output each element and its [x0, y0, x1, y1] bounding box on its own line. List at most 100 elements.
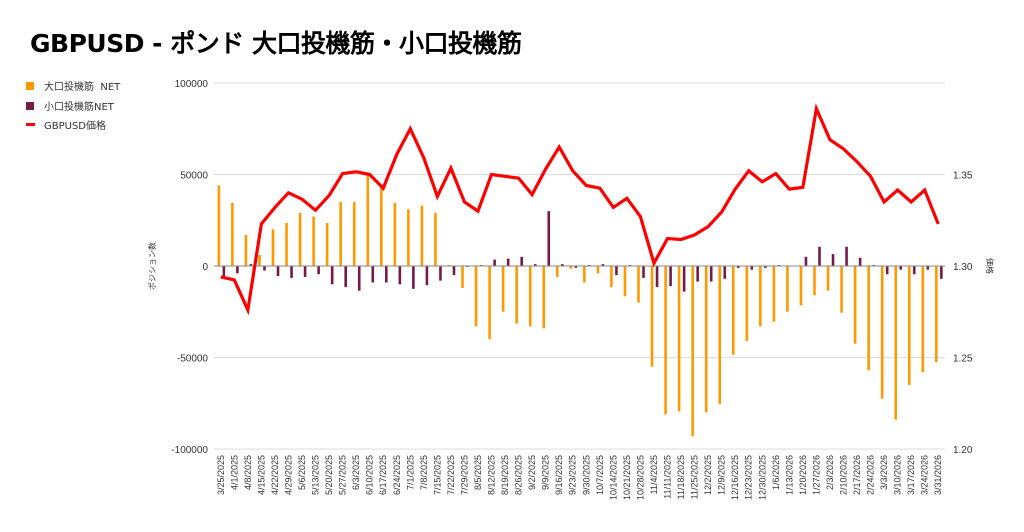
x-tick-label: 10/7/2025 [595, 455, 605, 495]
x-tick-label: 8/26/2025 [514, 455, 524, 495]
bar-large-spec [623, 266, 627, 297]
bar-small-spec [899, 266, 903, 270]
x-tick-label: 4/29/2025 [283, 455, 293, 495]
x-tick-label: 2/17/2026 [852, 455, 862, 495]
bar-small-spec [439, 266, 442, 281]
bar-small-spec [385, 266, 388, 283]
x-tick-label: 10/28/2025 [635, 455, 645, 500]
bar-small-spec [926, 266, 930, 270]
x-tick-label: 11/11/2025 [662, 455, 672, 499]
bar-small-spec [506, 258, 510, 266]
bar-small-spec [263, 266, 266, 271]
bar-large-spec [759, 266, 762, 327]
bar-large-spec [434, 212, 437, 266]
x-tick-label: 3/24/2026 [920, 455, 930, 495]
bar-small-spec [398, 266, 402, 285]
bar-large-spec [853, 266, 857, 344]
bar-small-spec [845, 246, 848, 266]
bar-small-spec [533, 264, 537, 266]
x-tick-label: 11/25/2025 [690, 455, 700, 499]
bar-large-spec [731, 266, 735, 355]
x-tick-label: 8/12/2025 [487, 455, 497, 495]
bar-large-spec [352, 201, 356, 266]
bar-large-spec [813, 266, 816, 296]
x-tick-label: 12/9/2025 [717, 455, 727, 495]
legend-item-small-spec: 小口投機筋NET [26, 98, 114, 113]
x-tick-label: 8/19/2025 [500, 455, 510, 495]
bar-large-spec [840, 266, 843, 313]
bar-small-spec [560, 264, 564, 266]
bar-large-spec [380, 187, 383, 266]
x-tick-label: 4/15/2025 [256, 455, 266, 495]
bar-small-spec [858, 257, 862, 266]
bar-large-spec [677, 266, 681, 412]
x-tick-label: 4/1/2025 [229, 455, 239, 490]
bar-large-spec [691, 266, 694, 437]
bar-large-spec [907, 266, 911, 385]
x-tick-label: 6/3/2025 [351, 455, 361, 490]
x-tick-label: 9/2/2025 [527, 455, 537, 490]
bar-large-spec [569, 266, 573, 269]
bar-large-spec [325, 222, 329, 266]
bar-large-spec [772, 266, 776, 322]
x-tick-label: 7/29/2025 [459, 455, 469, 495]
bar-large-spec [880, 266, 884, 399]
bar-large-spec [298, 212, 302, 266]
bar-small-spec [520, 256, 523, 266]
bar-large-spec [393, 202, 397, 266]
bar-large-spec [921, 266, 925, 373]
bar-small-spec [357, 266, 361, 291]
legend-label: 大口投機筋 NET [44, 82, 121, 93]
bar-small-spec [317, 266, 320, 275]
bar-small-spec [290, 266, 293, 278]
bar-large-spec [366, 172, 370, 266]
bar-small-spec [912, 266, 916, 275]
x-tick-label: 6/24/2025 [392, 455, 402, 495]
x-tick-label: 3/31/2026 [933, 455, 943, 495]
x-tick-label: 4/8/2025 [243, 455, 253, 490]
legend-item-large-spec: 大口投機筋 NET [26, 78, 120, 93]
bar-small-spec [330, 266, 334, 285]
x-tick-label: 9/30/2025 [581, 455, 591, 495]
bar-small-spec [615, 266, 618, 276]
bar-small-spec [236, 266, 239, 274]
x-tick-label: 9/9/2025 [541, 455, 551, 490]
bar-large-spec [488, 266, 491, 340]
bar-large-spec [745, 266, 749, 342]
bar-large-spec [786, 266, 789, 312]
x-tick-label: 6/10/2025 [365, 455, 375, 495]
y2-tick-label: 1.25 [953, 354, 973, 365]
x-tick-label: 10/21/2025 [622, 455, 632, 500]
x-tick-label: 7/8/2025 [419, 455, 429, 490]
x-tick-label: 2/10/2026 [838, 455, 848, 495]
bar-small-spec [547, 211, 551, 266]
price-line [220, 103, 940, 316]
legend-label: GBPUSD価格 [44, 121, 107, 132]
bar-small-spec [642, 266, 645, 278]
bar-large-spec [528, 266, 532, 327]
x-tick-label: 7/15/2025 [432, 455, 442, 495]
bar-small-spec [371, 266, 375, 283]
y-tick-label: -50000 [177, 354, 209, 365]
bar-large-spec [515, 266, 518, 324]
x-tick-label: 12/2/2025 [703, 455, 713, 495]
bar-small-spec [412, 266, 415, 289]
bar-large-spec [637, 266, 640, 303]
bar-large-spec [650, 266, 654, 367]
x-tick-label: 3/17/2026 [906, 455, 916, 495]
bar-large-spec [461, 266, 464, 288]
x-tick-label: 6/17/2025 [378, 455, 388, 495]
bar-large-spec [244, 234, 248, 266]
bar-small-spec [709, 266, 713, 282]
bar-small-spec [669, 266, 672, 287]
bar-small-spec [940, 266, 943, 279]
y-tick-label: 50000 [180, 171, 208, 182]
bar-large-spec [718, 266, 722, 405]
x-tick-label: 1/6/2026 [771, 455, 781, 490]
x-tick-label: 3/25/2025 [216, 455, 226, 495]
x-tick-label: 9/16/2025 [554, 455, 564, 495]
legend-swatch-orange [26, 81, 34, 90]
bar-small-spec [601, 264, 605, 266]
bar-small-spec [574, 266, 578, 268]
bar-small-spec [452, 266, 456, 276]
